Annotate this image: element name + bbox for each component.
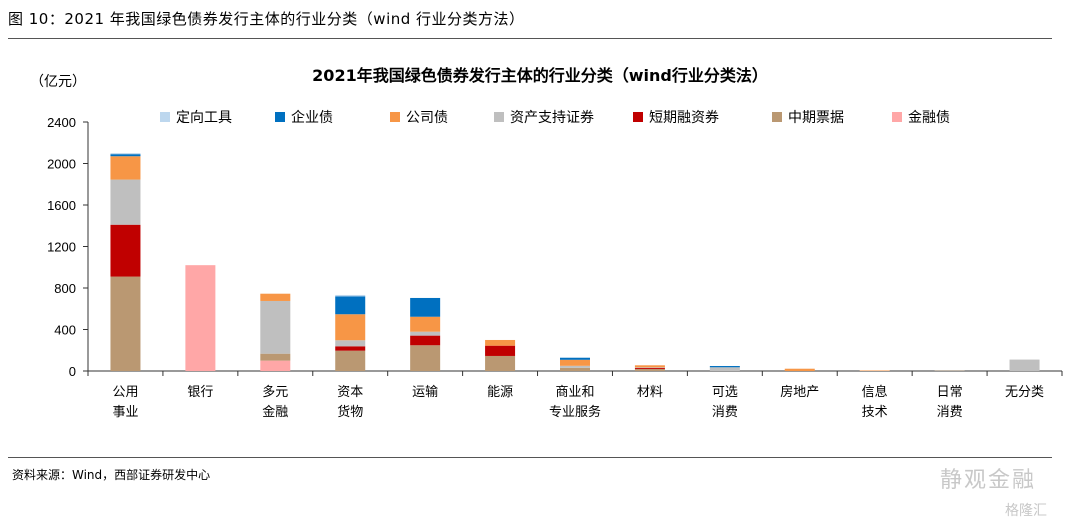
x-tick-label: 能源 — [487, 385, 513, 400]
bar-segment — [335, 350, 366, 371]
bar-segment — [335, 294, 366, 297]
bar-segment — [410, 316, 441, 332]
bar-segment — [260, 293, 291, 301]
bar-segment — [335, 314, 366, 341]
x-tick-label: 技术 — [862, 405, 888, 420]
bar-segment — [410, 331, 441, 336]
x-tick-label: 消费 — [937, 405, 963, 420]
bar-segment — [260, 300, 291, 354]
bar-segment — [185, 265, 216, 371]
bar-segment — [634, 368, 665, 371]
legend-label: 公司债 — [406, 110, 448, 126]
y-tick-label: 2000 — [47, 157, 76, 172]
legend-label: 定向工具 — [176, 110, 232, 126]
x-tick-label: 可选 — [712, 385, 738, 400]
bar-segment — [335, 340, 366, 347]
y-tick-label: 2400 — [47, 115, 76, 130]
watermark: 静观金融 — [940, 468, 1037, 493]
x-tick-label: 货物 — [337, 404, 363, 420]
y-tick-label: 0 — [69, 364, 76, 379]
legend-label: 金融债 — [908, 110, 950, 126]
bar-segment — [485, 355, 516, 371]
bar-segment — [634, 367, 665, 368]
bar-segment — [485, 339, 516, 346]
bar-segment — [335, 296, 366, 315]
bar-segment — [560, 365, 590, 368]
bar-segment — [560, 357, 590, 360]
legend-swatch — [160, 112, 170, 122]
y-tick-label: 800 — [54, 281, 76, 296]
legend-swatch — [275, 112, 285, 122]
legend-label: 短期融资券 — [649, 110, 719, 126]
bar-segment — [110, 276, 141, 371]
bar-segment — [709, 366, 740, 368]
bar-segment — [859, 370, 890, 371]
figure-title: 图 10：2021 年我国绿色债券发行主体的行业分类（wind 行业分类方法） — [8, 10, 525, 28]
x-tick-label: 消费 — [712, 405, 738, 420]
source-note: 资料来源：Wind，西部证券研发中心 — [12, 468, 211, 482]
x-tick-label: 商业和 — [555, 385, 594, 400]
x-tick-label: 无分类 — [1005, 385, 1044, 400]
x-tick-label: 资本 — [337, 385, 363, 400]
chart-title: 2021年我国绿色债券发行主体的行业分类（wind行业分类法） — [312, 66, 768, 85]
bar-segment — [560, 359, 590, 366]
x-tick-label: 房地产 — [780, 384, 819, 400]
legend-swatch — [494, 112, 504, 122]
top-rule — [8, 38, 1052, 39]
bar-segment — [110, 153, 141, 155]
x-tick-label: 运输 — [412, 384, 438, 400]
legend-swatch — [892, 112, 902, 122]
bar-segment — [560, 367, 590, 371]
bar-segment — [110, 179, 141, 225]
bar-segment — [335, 346, 366, 351]
bar-segment — [110, 154, 141, 157]
legend-label: 企业债 — [291, 109, 333, 126]
y-axis-unit: （亿元） — [30, 74, 86, 90]
bar-segment — [410, 297, 441, 317]
y-tick-label: 400 — [54, 323, 76, 338]
x-tick-label: 公用 — [112, 385, 138, 400]
bar-segment — [410, 335, 441, 346]
bar-segment — [110, 224, 141, 277]
x-tick-label: 材料 — [637, 385, 663, 400]
bar-segment — [634, 365, 665, 368]
x-tick-label: 多元 — [262, 384, 288, 400]
x-tick-label: 事业 — [112, 405, 138, 420]
legend-swatch — [390, 112, 400, 122]
x-tick-label: 银行 — [187, 385, 213, 400]
legend-swatch — [633, 112, 643, 122]
legend-label: 资产支持证券 — [510, 110, 594, 126]
bar-segment — [634, 367, 665, 369]
legend-swatch — [772, 112, 782, 122]
x-tick-label: 信息 — [862, 384, 888, 400]
bottom-rule — [8, 457, 1052, 458]
y-tick-label: 1600 — [47, 198, 76, 213]
bar-segment — [485, 345, 516, 356]
bar-segment — [410, 345, 441, 371]
bar-segment — [110, 156, 141, 180]
x-tick-label: 专业服务 — [549, 404, 601, 420]
bar-segment — [260, 353, 291, 361]
x-tick-label: 金融 — [262, 404, 288, 420]
bar-segment — [260, 360, 291, 371]
legend-label: 中期票据 — [788, 110, 844, 126]
watermark-logo: 格隆汇 — [1005, 503, 1047, 519]
bar-segment — [784, 368, 815, 371]
bar-segment — [709, 367, 740, 371]
x-tick-label: 日常 — [937, 385, 963, 400]
bar-segment — [1009, 359, 1040, 371]
y-tick-label: 1200 — [47, 240, 76, 255]
